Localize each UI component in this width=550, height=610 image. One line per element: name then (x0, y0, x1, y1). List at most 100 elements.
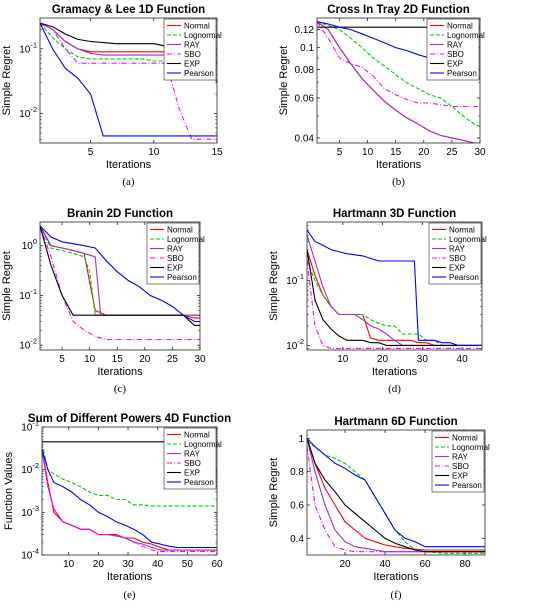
y-axis-label: Simple Regret (1, 46, 13, 116)
axes-frame (316, 17, 481, 144)
series-group (307, 229, 482, 349)
legend-box (163, 18, 217, 81)
series-group (307, 437, 485, 554)
x-axis-label: Iterations (372, 366, 418, 378)
legend-label: Normal (449, 225, 475, 234)
y-tick-label: 10-1 (19, 287, 37, 302)
chart-title: Hartmann 3D Function (333, 208, 456, 220)
y-tick-label: 10-1 (19, 40, 37, 55)
panel-c: Branin 2D Function 5 10 15 20 25 30 10-2 10-1 100… (1, 208, 206, 395)
panel-caption: (f) (391, 589, 402, 601)
x-tick-label: 30 (122, 559, 134, 570)
x-tick-label: 60 (419, 559, 431, 570)
x-tick-label: 60 (211, 559, 223, 570)
axes-frame (306, 221, 483, 351)
series-line-sbo (40, 22, 217, 140)
legend-label: EXP (449, 263, 465, 272)
legend-label: Pearson (449, 273, 479, 282)
y-tick-label: 10-1 (21, 419, 39, 434)
series-group (317, 21, 480, 143)
series-line-exp (307, 249, 482, 346)
y-tick-label: 10-4 (21, 547, 39, 562)
y-axis-label: Simple Regret (1, 251, 13, 321)
legend-label: SBO (184, 459, 201, 468)
y-tick-label: 100 (22, 237, 37, 252)
y-axis-label: Function Values (3, 451, 15, 530)
x-tick-label: 30 (417, 354, 429, 365)
series-line-pearson (307, 229, 482, 346)
legend-label: SBO (449, 254, 466, 263)
legend-label: Normal (167, 225, 193, 234)
y-tick-label: 0.06 (295, 93, 315, 104)
axes-frame (41, 426, 218, 556)
chart-title: Hartmann 6D Function (334, 416, 457, 428)
y-tick-label: 10-2 (21, 461, 39, 476)
chart-title: Gramacy & Lee 1D Function (52, 4, 205, 16)
x-tick-label: 20 (139, 354, 151, 365)
legend-label: Lognormal (184, 31, 222, 40)
legend-label: Lognormal (447, 31, 485, 40)
legend-label: Lognormal (449, 235, 487, 244)
series-line-lognormal (317, 21, 480, 127)
x-tick-label: 20 (339, 559, 351, 570)
y-tick-label: 10-3 (21, 504, 39, 519)
x-tick-label: 20 (93, 559, 105, 570)
series-line-pearson (40, 225, 200, 323)
legend-label: SBO (452, 462, 469, 471)
legend-label: SBO (184, 50, 201, 59)
y-tick-label: 1 (298, 434, 304, 445)
legend-label: Pearson (184, 69, 214, 78)
x-tick-label: 50 (182, 559, 194, 570)
x-tick-label: 15 (112, 354, 124, 365)
x-axis-label: Iterations (107, 571, 153, 583)
x-tick-label: 10 (84, 354, 96, 365)
legend-box (431, 430, 485, 493)
legend-label: RAY (449, 244, 466, 253)
series-line-exp (307, 438, 485, 553)
y-tick-label: 0.8 (290, 467, 304, 478)
legend-box (428, 222, 482, 285)
series-line-lognormal (42, 443, 217, 507)
x-tick-label: 80 (459, 559, 471, 570)
x-axis-label: Iterations (373, 571, 419, 583)
panel-b: Cross In Tray 2D Function 5 10 15 20 25 30 0.04… (278, 4, 486, 188)
x-tick-label: 20 (377, 354, 389, 365)
x-tick-label: 10 (337, 354, 349, 365)
legend-label: Pearson (167, 273, 197, 282)
legend-label: RAY (184, 449, 201, 458)
series-line-exp (40, 225, 200, 326)
series-line-normal (307, 438, 485, 551)
x-axis-label: Iterations (106, 159, 152, 171)
x-tick-label: 15 (211, 147, 223, 158)
x-tick-label: 25 (167, 354, 179, 365)
legend-label: Pearson (184, 478, 214, 487)
legend-label: Pearson (447, 69, 477, 78)
legend-label: RAY (184, 40, 201, 49)
axes-frame (39, 17, 218, 144)
panel-e: Sum of Different Powers 4D Function 10 20 3… (3, 413, 231, 601)
legend-label: EXP (452, 471, 468, 480)
x-axis-label: Iterations (376, 159, 422, 171)
axes-frame (306, 429, 486, 556)
x-tick-label: 5 (337, 147, 343, 158)
panel-d: Hartmann 3D Function 10 20 30 40 10-2 10-1 Iter… (268, 208, 487, 395)
panel-f: Hartmann 6D Function 20 40 60 80 0.4 0.6 0.8 1 It… (268, 416, 490, 601)
x-tick-label: 10 (63, 559, 75, 570)
x-axis-label: Iterations (97, 366, 143, 378)
panel-a: Gramacy & Lee 1D Function 5 10 15 10-2 10-1 It… (1, 4, 223, 188)
legend-label: RAY (167, 244, 184, 253)
y-tick-label: 0.6 (290, 501, 304, 512)
panel-caption: (a) (122, 176, 135, 188)
x-tick-label: 30 (474, 147, 486, 158)
y-axis-label: Simple Regret (268, 458, 280, 528)
legend-label: Normal (184, 430, 210, 439)
series-line-pearson (307, 437, 485, 548)
legend-label: Normal (452, 433, 478, 442)
series-line-sbo (40, 225, 200, 341)
legend-label: RAY (447, 40, 464, 49)
legend-label: EXP (447, 59, 463, 68)
